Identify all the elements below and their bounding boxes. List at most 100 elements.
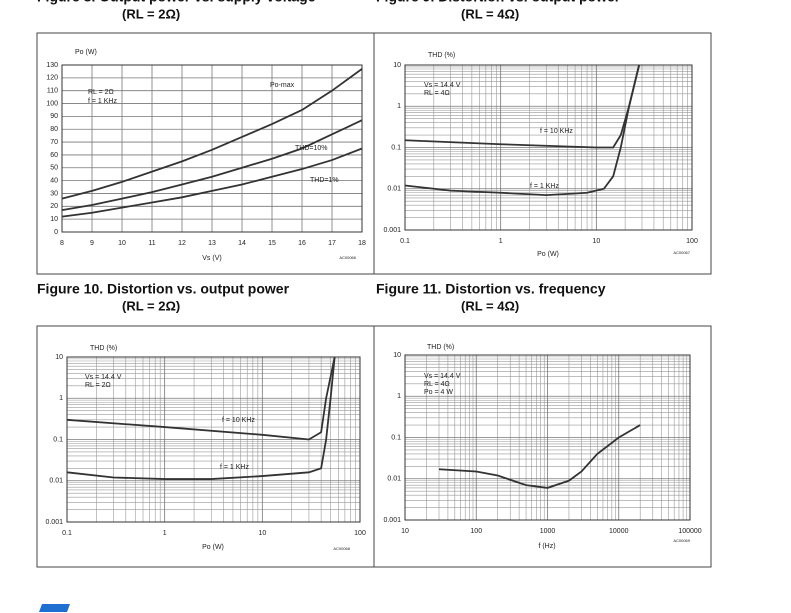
series-label: f = 10 KHz xyxy=(540,128,573,135)
series-line xyxy=(66,356,336,441)
chart-title: Figure 9. Distortion vs. output power xyxy=(376,0,621,5)
y-tick-label: 0 xyxy=(54,229,58,236)
x-axis-label: Po (W) xyxy=(202,544,224,551)
x-tick-label: 15 xyxy=(268,240,276,247)
x-tick-label: 17 xyxy=(328,240,336,247)
annotation: RL = 4Ω xyxy=(424,381,450,388)
x-tick-label: 16 xyxy=(298,240,306,247)
series-line xyxy=(438,424,641,489)
annotation: Vs = 14.4 V xyxy=(424,373,461,380)
annotation: RL = 2Ω xyxy=(85,382,111,389)
y-tick-label: 100 xyxy=(46,100,58,107)
annotation: RL = 4Ω xyxy=(424,90,450,97)
annotation: AC00068 xyxy=(333,546,350,551)
y-tick-label: 0.001 xyxy=(383,517,401,524)
y-tick-label: 0.01 xyxy=(387,476,401,483)
chart-subtitle: (RL = 4Ω) xyxy=(461,298,519,313)
st-logo xyxy=(39,604,70,612)
series-line xyxy=(61,147,363,218)
x-tick-label: 10 xyxy=(118,240,126,247)
y-tick-label: 40 xyxy=(50,177,58,184)
y-tick-label: 80 xyxy=(50,126,58,133)
annotation: Vs = 14.4 V xyxy=(85,374,122,381)
x-tick-label: 100000 xyxy=(678,528,701,535)
y-tick-label: 0.01 xyxy=(387,186,401,193)
series-label: THD=1% xyxy=(310,177,339,184)
series-line xyxy=(61,68,363,200)
y-tick-label: 60 xyxy=(50,152,58,159)
plot-area xyxy=(66,356,361,523)
x-tick-label: 12 xyxy=(178,240,186,247)
x-axis-label: Vs (V) xyxy=(202,255,221,262)
x-tick-label: 1000 xyxy=(540,528,556,535)
y-tick-label: 120 xyxy=(46,75,58,82)
annotation: AC00066 xyxy=(339,255,356,260)
x-tick-label: 11 xyxy=(148,240,155,247)
y-tick-label: 1 xyxy=(397,103,401,110)
x-tick-label: 10 xyxy=(258,530,266,537)
x-tick-label: 100 xyxy=(686,238,698,245)
y-tick-label: 1 xyxy=(59,395,63,402)
x-axis-label: f (Hz) xyxy=(538,543,555,550)
x-tick-label: 1 xyxy=(499,238,503,245)
y-tick-label: 10 xyxy=(393,62,401,69)
panel xyxy=(373,325,712,568)
panel xyxy=(373,32,712,275)
y-tick-label: 10 xyxy=(393,352,401,359)
y-axis-label: THD (%) xyxy=(428,52,455,59)
chart-subtitle: (RL = 2Ω) xyxy=(122,298,180,313)
y-tick-label: 130 xyxy=(46,62,58,69)
x-tick-label: 0.1 xyxy=(62,530,72,537)
y-tick-label: 70 xyxy=(50,139,58,146)
y-tick-label: 0.1 xyxy=(391,144,401,151)
y-tick-label: 10 xyxy=(55,354,63,361)
x-tick-label: 1 xyxy=(163,530,167,537)
x-tick-label: 8 xyxy=(60,240,64,247)
y-tick-label: 0.001 xyxy=(383,227,401,234)
annotation: AC00067 xyxy=(673,250,690,255)
series-line xyxy=(61,119,363,212)
annotation: AC00069 xyxy=(673,538,690,543)
chart-title: Figure 10. Distortion vs. output power xyxy=(37,281,290,297)
x-tick-label: 10 xyxy=(592,238,600,245)
plot-area xyxy=(404,64,693,231)
x-tick-label: 14 xyxy=(238,240,246,247)
x-tick-label: 10 xyxy=(401,528,409,535)
chart-title: Figure 11. Distortion vs. frequency xyxy=(376,281,606,297)
series-label: Po-max xyxy=(270,82,295,89)
x-tick-label: 100 xyxy=(354,530,366,537)
series-label: THD=10% xyxy=(295,145,327,152)
panel xyxy=(36,325,375,568)
y-tick-label: 50 xyxy=(50,165,58,172)
series-label: f = 1 KHz xyxy=(220,464,249,471)
y-axis-label: Po (W) xyxy=(75,49,97,56)
panel xyxy=(36,32,375,275)
y-tick-label: 20 xyxy=(50,203,58,210)
x-axis-label: Po (W) xyxy=(537,251,559,258)
y-tick-label: 90 xyxy=(50,113,58,120)
y-tick-label: 0.1 xyxy=(53,436,63,443)
y-axis-label: THD (%) xyxy=(90,345,117,352)
y-tick-label: 110 xyxy=(47,88,58,95)
y-tick-label: 0.1 xyxy=(391,434,401,441)
y-tick-label: 10 xyxy=(50,216,58,223)
x-tick-label: 0.1 xyxy=(400,238,410,245)
series-label: f = 1 KHz xyxy=(530,183,559,190)
series-line xyxy=(404,64,640,197)
chart-title: Figure 8. Output power vs. supply voltag… xyxy=(37,0,316,5)
annotation: RL = 2Ω xyxy=(88,89,114,96)
series-line xyxy=(66,356,336,480)
y-tick-label: 0.01 xyxy=(49,478,63,485)
annotation: Po = 4 W xyxy=(424,389,453,396)
plot-area xyxy=(404,354,691,521)
x-tick-label: 100 xyxy=(470,528,482,535)
x-tick-label: 13 xyxy=(208,240,216,247)
y-tick-label: 0.001 xyxy=(45,519,63,526)
x-tick-label: 18 xyxy=(358,240,366,247)
chart-subtitle: (RL = 4Ω) xyxy=(461,6,519,21)
y-tick-label: 1 xyxy=(397,393,401,400)
annotation: Vs = 14.4 V xyxy=(424,82,461,89)
chart-subtitle: (RL = 2Ω) xyxy=(122,6,180,21)
x-tick-label: 10000 xyxy=(609,528,629,535)
